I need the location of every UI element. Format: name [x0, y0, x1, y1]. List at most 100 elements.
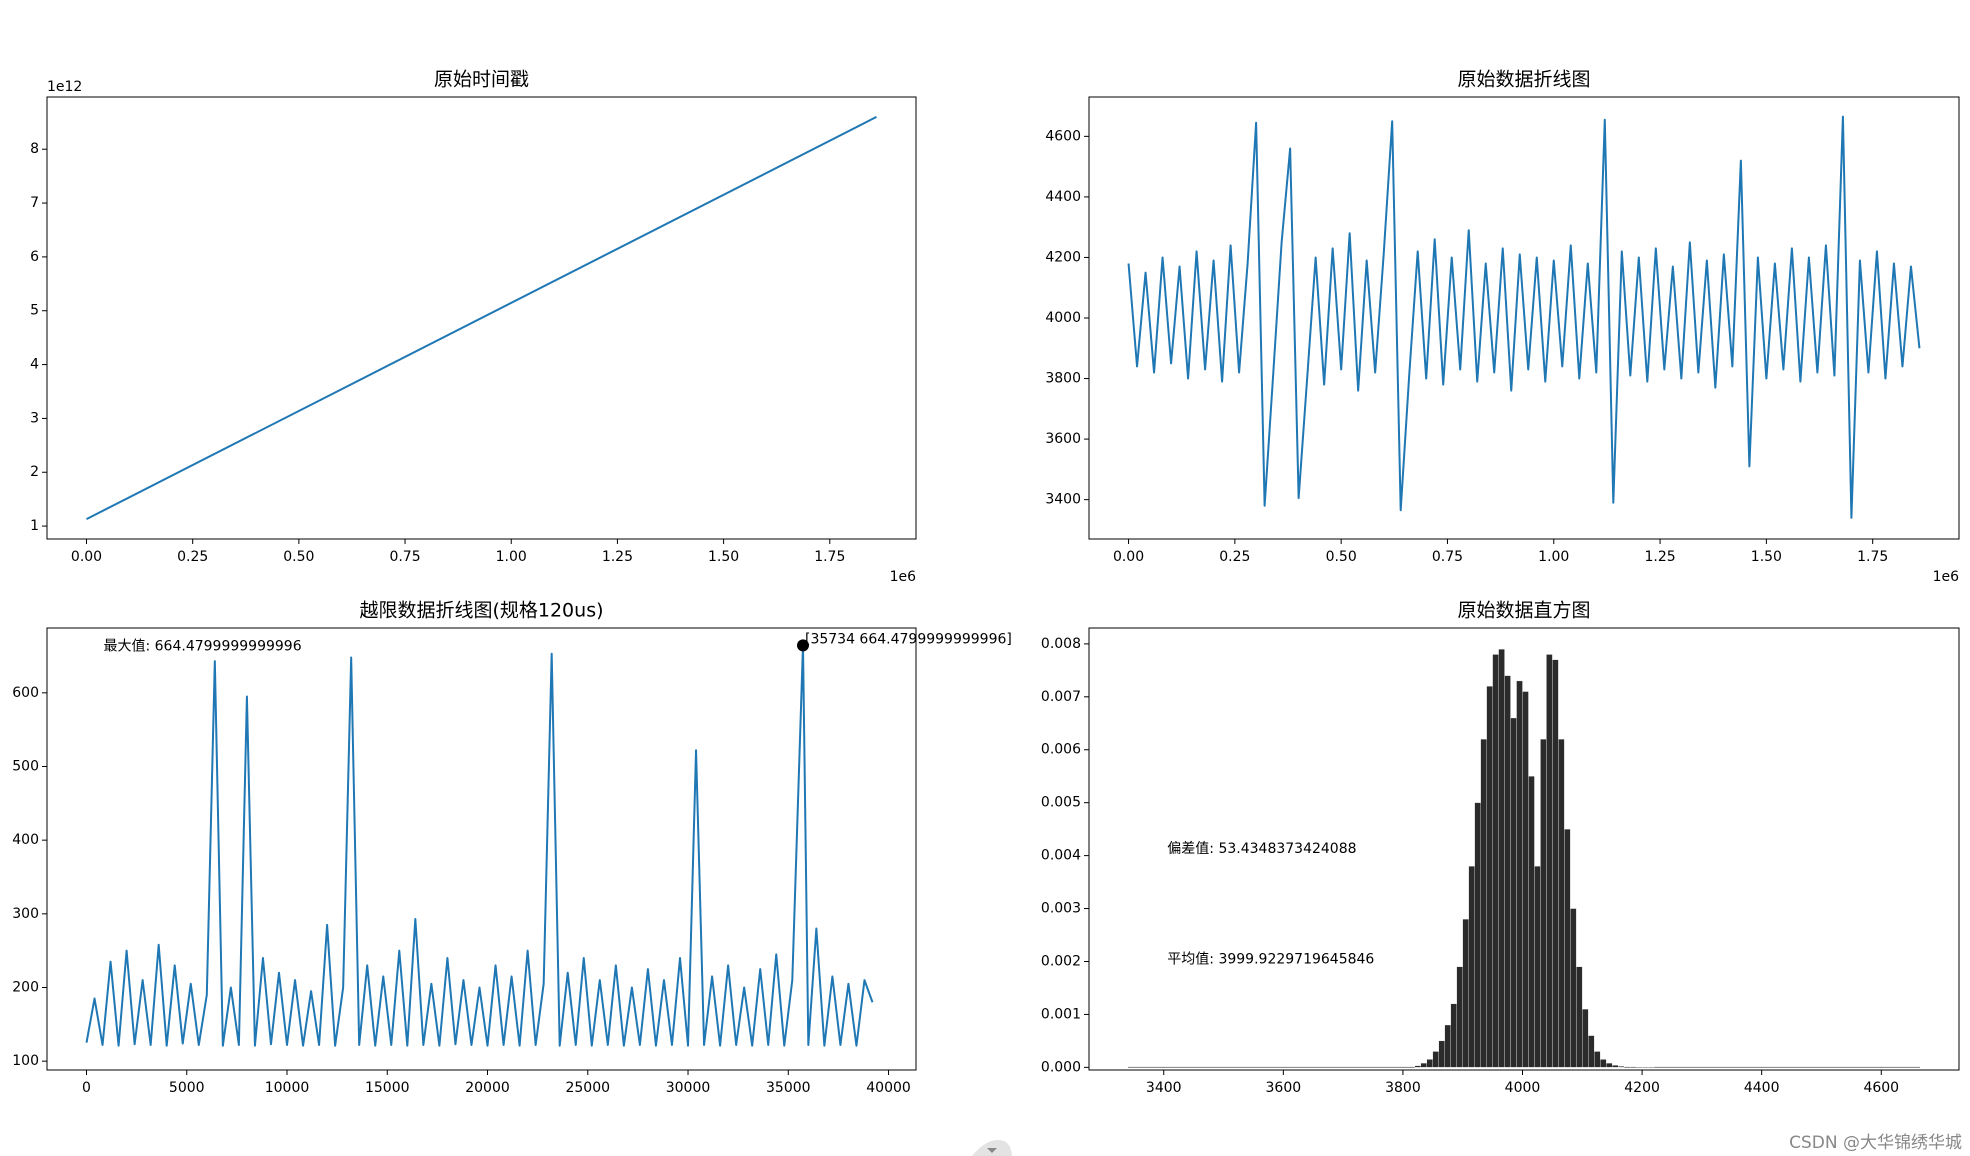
histogram-bar [1414, 1065, 1422, 1068]
histogram-bar [1534, 866, 1541, 1068]
y-tick-label: 0.003 [1041, 901, 1081, 917]
x-tick-label: 40000 [866, 1080, 911, 1096]
x-tick-label: 20000 [465, 1080, 510, 1096]
x-tick-label: 4000 [1505, 1080, 1541, 1096]
chart-title: 原始数据直方图 [1457, 600, 1590, 622]
histogram-bar [1558, 739, 1565, 1068]
y-tick-label: 4 [30, 357, 39, 373]
x-tick-label: 4200 [1624, 1080, 1660, 1096]
histogram-bar [1570, 908, 1577, 1068]
chart-title: 越限数据折线图(规格120us) [359, 600, 603, 622]
y-tick-label: 4000 [1045, 310, 1081, 326]
histogram-bar [1127, 1066, 1416, 1068]
y-tick-label: 3 [30, 410, 39, 426]
y-tick-label: 0.008 [1041, 636, 1081, 652]
y-tick-label: 4200 [1045, 249, 1081, 265]
histogram-bar [1624, 1066, 1631, 1068]
line [86, 116, 877, 520]
max-point [796, 639, 809, 652]
histogram-bar [1618, 1066, 1625, 1068]
x-tick-label: 1.50 [708, 549, 739, 565]
y-tick-label: 0.006 [1041, 742, 1081, 758]
histogram-bar [1546, 654, 1553, 1068]
y-tick-label: 0.005 [1041, 795, 1081, 811]
x-tick-label: 1.25 [1644, 549, 1675, 565]
x-tick-label: 4600 [1863, 1080, 1899, 1096]
x-tick-label: 0.75 [389, 549, 420, 565]
histogram-bar [1600, 1059, 1607, 1068]
y-tick-label: 0.000 [1041, 1059, 1081, 1075]
x-offset-label: 1e6 [890, 569, 917, 585]
x-tick-label: 1.75 [814, 549, 845, 565]
y-tick-label: 5 [30, 303, 39, 319]
histogram-bar [1480, 739, 1487, 1068]
histogram-bar [1552, 659, 1559, 1068]
y-tick-label: 1 [30, 518, 39, 534]
histogram-bar [1594, 1051, 1601, 1068]
x-tick-label: 3600 [1266, 1080, 1302, 1096]
y-offset-label: 1e12 [47, 79, 82, 95]
histogram-bar [1612, 1065, 1619, 1068]
y-tick-label: 500 [12, 758, 39, 774]
y-tick-label: 200 [12, 979, 39, 995]
x-tick-label: 4400 [1744, 1080, 1780, 1096]
histogram-bar [1462, 918, 1469, 1068]
y-tick-label: 400 [12, 832, 39, 848]
histogram-bar [1498, 649, 1505, 1068]
chart-title: 原始时间戳 [434, 69, 529, 91]
histogram-bar [1653, 1066, 1921, 1068]
histogram-bar [1468, 866, 1475, 1068]
histogram-bar [1444, 1024, 1451, 1068]
histogram-bar [1582, 1008, 1589, 1068]
histogram-bar [1576, 966, 1583, 1068]
line [85, 644, 874, 1047]
histogram-bar [1647, 1066, 1655, 1069]
y-tick-label: 2 [30, 464, 39, 480]
axes-frame [46, 96, 917, 540]
y-tick-label: 6 [30, 249, 39, 265]
max-point-label: [35734 664.4799999999996] [805, 631, 1012, 647]
x-tick-label: 0.00 [1113, 549, 1144, 565]
histogram-bar [1641, 1066, 1649, 1069]
histogram-bar [1528, 776, 1535, 1068]
x-tick-label: 1.25 [602, 549, 633, 565]
axes-frame [1088, 627, 1960, 1071]
annotation: 最大值: 664.4799999999996 [103, 639, 301, 655]
y-tick-label: 600 [12, 685, 39, 701]
x-tick-label: 30000 [666, 1080, 711, 1096]
x-tick-label: 0.25 [1219, 549, 1250, 565]
x-tick-label: 0 [82, 1080, 91, 1096]
histogram-bar [1510, 717, 1517, 1068]
y-tick-label: 3600 [1045, 431, 1081, 447]
x-tick-label: 0.25 [177, 549, 208, 565]
y-tick-label: 0.002 [1041, 953, 1081, 969]
histogram-bar [1629, 1066, 1637, 1068]
y-tick-label: 0.004 [1041, 848, 1081, 864]
histogram-bar [1432, 1051, 1439, 1068]
histogram-bar [1606, 1062, 1613, 1068]
x-tick-label: 10000 [265, 1080, 310, 1096]
y-tick-label: 3800 [1045, 371, 1081, 387]
histogram-bar [1504, 675, 1511, 1068]
x-tick-label: 3800 [1385, 1080, 1421, 1096]
histogram-bar [1522, 691, 1529, 1068]
y-tick-label: 0.007 [1041, 689, 1081, 705]
watermark: CSDN @大华锦绣华城 [1789, 1133, 1962, 1153]
y-tick-label: 100 [12, 1053, 39, 1069]
annotation: 平均值: 3999.9229719645846 [1167, 952, 1374, 968]
x-tick-label: 0.75 [1432, 549, 1463, 565]
histogram-bar [1564, 828, 1571, 1068]
scroll-arrow[interactable] [987, 1148, 997, 1153]
x-tick-label: 15000 [365, 1080, 410, 1096]
histogram-bar [1438, 1040, 1445, 1068]
y-tick-label: 4600 [1045, 128, 1081, 144]
histogram-bar [1635, 1066, 1643, 1069]
x-tick-label: 3400 [1146, 1080, 1182, 1096]
histogram-bar [1426, 1059, 1433, 1068]
axes-frame [46, 627, 917, 1071]
y-tick-label: 8 [30, 141, 39, 157]
histogram-bar [1474, 802, 1481, 1068]
